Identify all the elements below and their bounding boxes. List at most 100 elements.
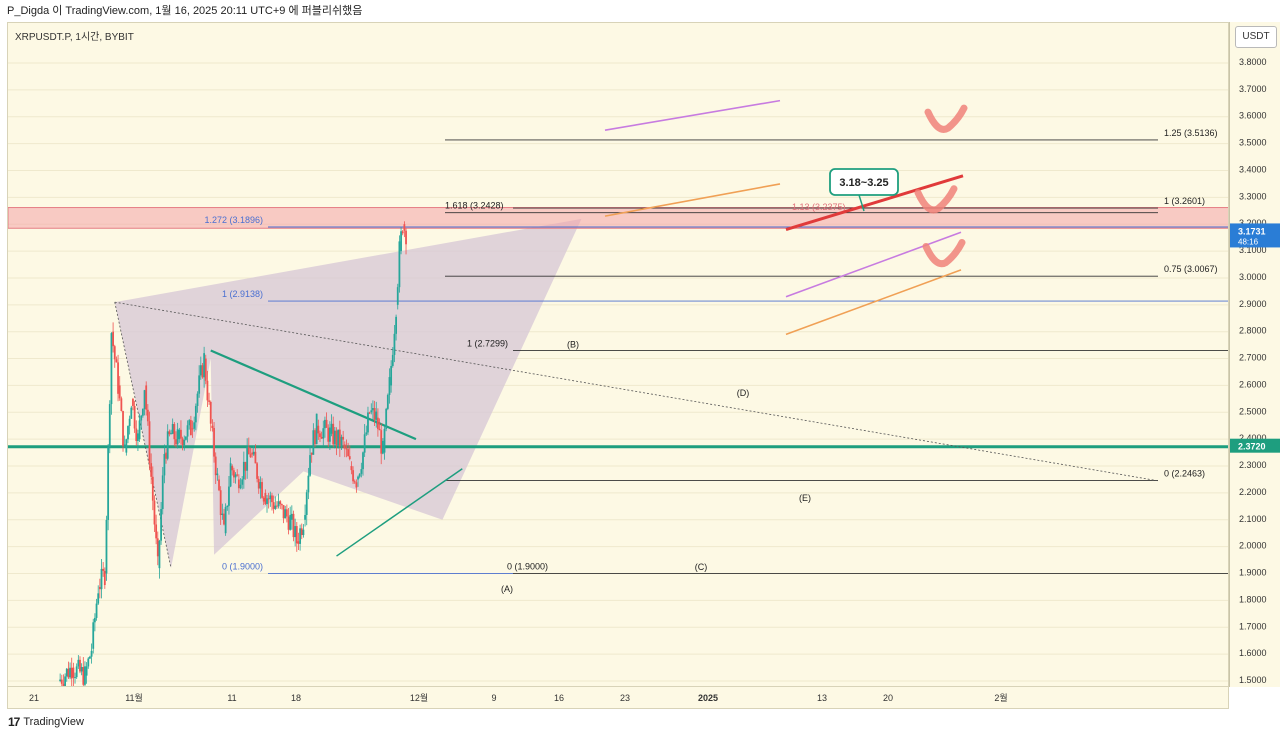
price-tick: 3.8000 — [1239, 57, 1267, 67]
candle-body — [256, 463, 258, 479]
price-tick: 3.0000 — [1239, 272, 1267, 282]
candle-body — [302, 529, 305, 536]
candle-body — [391, 354, 394, 366]
harmonic-pattern — [114, 218, 582, 569]
candle-body — [237, 479, 240, 489]
candle-body — [261, 482, 263, 498]
candle-body — [272, 502, 275, 509]
candle-body — [143, 390, 146, 409]
price-tick: 3.3000 — [1239, 191, 1267, 201]
candle-body — [381, 440, 384, 454]
wave-label: (E) — [799, 493, 811, 503]
candle-body — [163, 453, 166, 476]
candle-body — [216, 473, 219, 476]
candle-body — [148, 421, 151, 464]
candle-body — [153, 500, 156, 525]
candle-body — [95, 603, 98, 618]
candle-body — [358, 473, 361, 477]
price-tick: 2.1000 — [1239, 514, 1267, 524]
currency-button[interactable]: USDT — [1235, 26, 1277, 48]
candle-body — [266, 498, 268, 504]
price-chart[interactable]: 1.25 (3.5136) 1 (3.2601) 1.618 (3.2428) 1.1… — [8, 23, 1229, 687]
candle-body — [398, 241, 401, 288]
price-tick: 2.9000 — [1239, 299, 1267, 309]
candle-body — [112, 331, 114, 347]
candle-body — [122, 411, 124, 446]
candle-body — [156, 538, 159, 557]
candle-body — [294, 526, 297, 538]
candle-body — [175, 439, 177, 445]
candle-body — [305, 492, 308, 515]
candle-body — [160, 509, 162, 541]
candle-body — [338, 429, 341, 447]
purple-channel-lower — [785, 231, 962, 298]
candle-body — [400, 231, 402, 252]
candle-body — [340, 436, 343, 447]
orange-channel-upper — [604, 183, 781, 217]
candle-body — [401, 231, 404, 234]
candle-body — [284, 509, 287, 519]
candle-body — [363, 434, 366, 453]
candle-body — [405, 230, 407, 245]
price-tick: 2.8000 — [1239, 326, 1267, 336]
candle-body — [287, 516, 290, 530]
candle-body — [64, 676, 66, 686]
candle-body — [98, 586, 101, 590]
candle-body — [201, 365, 204, 378]
candle-body — [204, 358, 207, 381]
fib-label: 1 (2.9138) — [222, 289, 263, 299]
candle-body — [158, 540, 161, 569]
publish-header: P_Digda 이 TradingView.com, 1월 16, 2025 2… — [0, 0, 1280, 22]
time-axis[interactable]: 21 11월 11 18 12월 9 16 23 2025 13 20 2월 — [7, 687, 1229, 709]
price-tick: 1.9000 — [1239, 568, 1267, 578]
candle-body — [312, 430, 315, 455]
candle-body — [376, 417, 379, 429]
fib-label: 0 (1.9000) — [507, 562, 548, 572]
candle-body — [241, 479, 244, 485]
candle-body — [320, 436, 323, 439]
candle-body — [221, 513, 224, 516]
price-axis[interactable]: USDT 1.5000 1.6000 1.7000 1.8000 1.9000 2.000… — [1229, 22, 1280, 687]
time-tick: 11 — [227, 693, 236, 703]
pattern-shape — [114, 218, 582, 569]
candle-body — [324, 419, 326, 429]
candle-body — [285, 509, 288, 517]
candle-body — [74, 677, 76, 679]
candle-body — [246, 447, 249, 471]
candle-body — [178, 429, 181, 440]
countdown-label: 48:16 — [1238, 237, 1259, 246]
resistance-zone — [8, 207, 1228, 229]
fib-label: 0 (1.9000) — [222, 562, 263, 572]
candle-body — [345, 448, 348, 450]
target-callout-box — [829, 168, 899, 196]
fib-label: 1.13 (3.2375) — [792, 202, 846, 212]
time-tick: 2025 — [698, 693, 718, 703]
candle-body — [214, 456, 217, 476]
candle-body — [117, 362, 119, 394]
candle-body — [125, 439, 128, 453]
candle-body — [355, 482, 358, 488]
price-tick: 2.6000 — [1239, 379, 1267, 389]
candle-body — [262, 497, 265, 502]
chart-pane[interactable]: 1.25 (3.5136) 1 (3.2601) 1.618 (3.2428) 1.1… — [7, 22, 1229, 687]
price-tick: 3.4000 — [1239, 164, 1267, 174]
candle-body — [183, 439, 186, 446]
tradingview-logo[interactable]: 17 TradingView — [8, 715, 84, 729]
candle-body — [84, 666, 86, 685]
candle-body — [137, 433, 139, 441]
time-axis-ticks: 21 11월 11 18 12월 9 16 23 2025 13 20 2월 — [29, 692, 1008, 703]
candle-body — [219, 490, 222, 516]
candle-body — [310, 452, 313, 455]
candle-body — [378, 428, 381, 431]
candle-body — [168, 431, 171, 435]
price-tick: 2.3000 — [1239, 460, 1267, 470]
candle-body — [82, 667, 85, 685]
candle-body — [199, 365, 202, 376]
candle-body — [93, 617, 96, 623]
price-tick: 2.4000 — [1239, 433, 1267, 443]
dotted-leg — [114, 302, 172, 569]
candle-body — [228, 486, 230, 506]
time-tick: 20 — [883, 693, 893, 703]
price-tick: 1.5000 — [1239, 675, 1267, 685]
candle-body — [213, 428, 215, 457]
